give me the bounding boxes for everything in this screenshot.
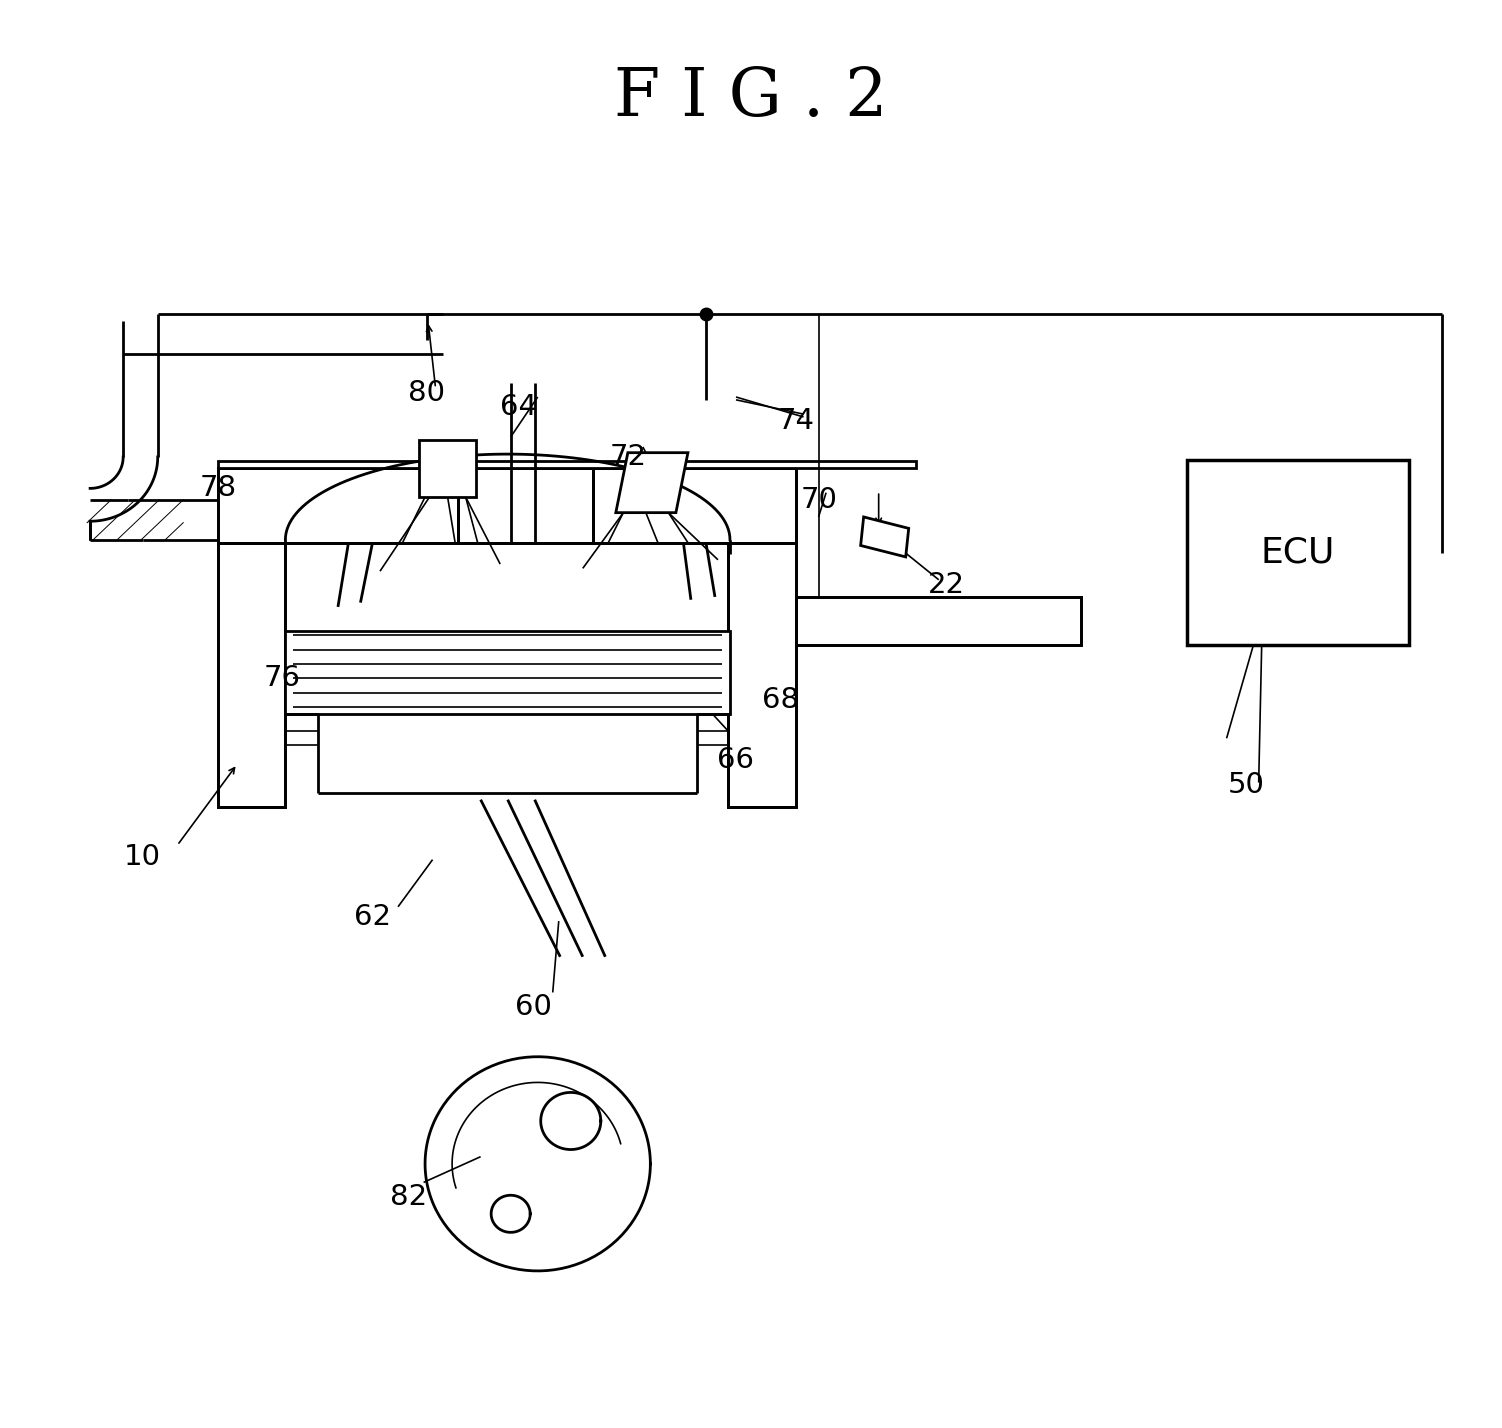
Polygon shape — [419, 440, 476, 497]
Text: 50: 50 — [1229, 771, 1265, 800]
Text: 10: 10 — [125, 843, 161, 871]
Text: F I G . 2: F I G . 2 — [614, 64, 888, 130]
Text: 60: 60 — [515, 992, 551, 1021]
Text: 66: 66 — [718, 745, 754, 774]
Bar — [1187, 460, 1409, 645]
Text: 72: 72 — [610, 443, 646, 471]
Text: 64: 64 — [500, 393, 536, 421]
Text: ECU: ECU — [1260, 536, 1335, 570]
Polygon shape — [218, 543, 285, 807]
Text: 74: 74 — [778, 407, 814, 436]
Polygon shape — [218, 468, 458, 543]
Polygon shape — [728, 543, 796, 807]
Text: 22: 22 — [928, 571, 964, 600]
Text: 68: 68 — [763, 685, 799, 714]
Text: 70: 70 — [801, 486, 837, 514]
Polygon shape — [218, 461, 916, 468]
Polygon shape — [796, 597, 1081, 645]
Polygon shape — [458, 468, 593, 543]
Text: 82: 82 — [391, 1182, 427, 1211]
Text: 78: 78 — [200, 474, 236, 503]
Polygon shape — [285, 631, 730, 714]
Text: 62: 62 — [354, 902, 391, 931]
Polygon shape — [616, 453, 688, 513]
Polygon shape — [593, 468, 796, 543]
Text: 76: 76 — [264, 664, 300, 693]
Polygon shape — [861, 517, 909, 557]
Text: 80: 80 — [409, 378, 445, 407]
